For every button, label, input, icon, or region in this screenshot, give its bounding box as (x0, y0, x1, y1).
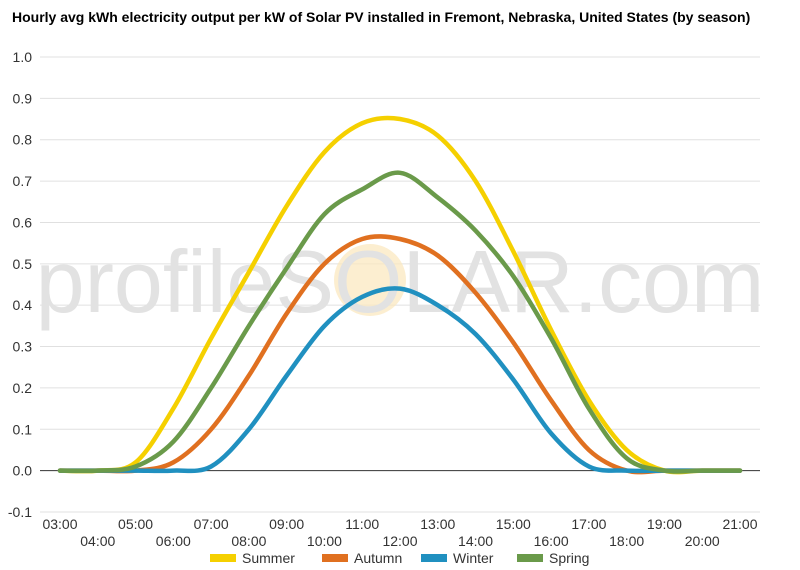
x-tick-label: 16:00 (534, 533, 569, 549)
x-tick-label: 20:00 (685, 533, 720, 549)
legend-label: Spring (549, 550, 589, 566)
x-tick-label: 10:00 (307, 533, 342, 549)
x-axis: 03:0004:0005:0006:0007:0008:0009:0010:00… (42, 516, 757, 549)
x-tick-label: 03:00 (42, 516, 77, 532)
legend-swatch (421, 554, 447, 562)
x-tick-label: 05:00 (118, 516, 153, 532)
y-tick-label: 1.0 (13, 49, 33, 65)
x-tick-label: 07:00 (194, 516, 229, 532)
watermark-sun-icon (334, 244, 406, 316)
x-tick-label: 06:00 (156, 533, 191, 549)
gridlines (40, 56, 760, 513)
x-tick-label: 13:00 (420, 516, 455, 532)
legend-swatch (517, 554, 543, 562)
y-tick-label: 0.0 (13, 463, 33, 479)
legend-swatch (210, 554, 236, 562)
series-line-winter (57, 286, 743, 474)
x-tick-label: 17:00 (571, 516, 606, 532)
series-lines (57, 115, 743, 475)
x-tick-label: 11:00 (345, 516, 379, 532)
y-tick-label: 0.1 (13, 421, 33, 437)
y-tick-label: 0.8 (13, 132, 33, 148)
y-tick-label: -0.1 (8, 504, 32, 520)
x-tick-label: 09:00 (269, 516, 304, 532)
watermark: profileSOLAR.com (36, 232, 765, 331)
legend-item-spring[interactable]: Spring (517, 550, 589, 566)
x-tick-label: 19:00 (647, 516, 682, 532)
chart-title: Hourly avg kWh electricity output per kW… (12, 9, 751, 25)
x-tick-label: 12:00 (382, 533, 417, 549)
watermark-text: profileSOLAR.com (36, 232, 765, 331)
y-tick-label: 0.3 (13, 339, 33, 355)
legend-label: Winter (453, 550, 494, 566)
x-tick-label: 08:00 (231, 533, 266, 549)
series-line-spring (57, 170, 743, 474)
legend-label: Autumn (354, 550, 402, 566)
y-tick-label: 0.4 (13, 297, 33, 313)
legend-swatch (322, 554, 348, 562)
legend-item-summer[interactable]: Summer (210, 550, 295, 566)
x-tick-label: 04:00 (80, 533, 115, 549)
legend-label: Summer (242, 550, 295, 566)
y-tick-label: 0.9 (13, 90, 33, 106)
legend: Summer Autumn Winter Spring (210, 550, 589, 566)
y-tick-label: 0.7 (13, 173, 33, 189)
legend-item-autumn[interactable]: Autumn (322, 550, 402, 566)
legend-item-winter[interactable]: Winter (421, 550, 494, 566)
y-axis: -0.1 0.0 0.1 0.2 0.3 0.4 0.5 0.6 0.7 0.8 0.9 1.0 (8, 49, 32, 520)
y-tick-label: 0.6 (13, 214, 33, 230)
x-tick-label: 15:00 (496, 516, 531, 532)
x-tick-label: 14:00 (458, 533, 493, 549)
y-tick-label: 0.5 (13, 256, 33, 272)
y-tick-label: 0.2 (13, 380, 33, 396)
series-line-summer (57, 115, 743, 475)
x-tick-label: 18:00 (609, 533, 644, 549)
x-tick-label: 21:00 (722, 516, 757, 532)
